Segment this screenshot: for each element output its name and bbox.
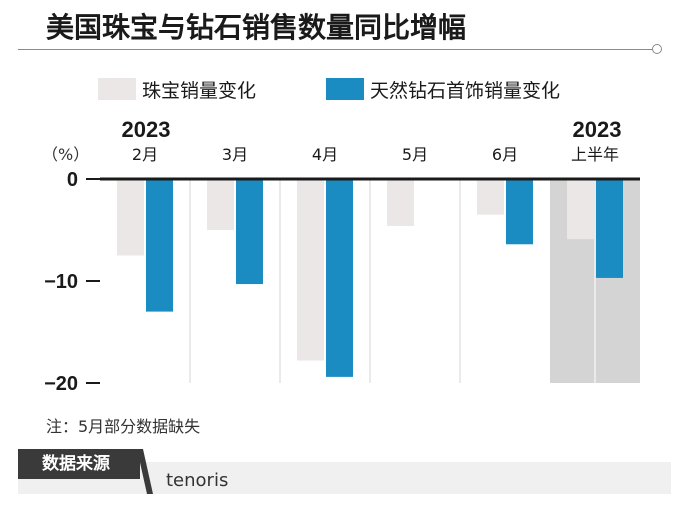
category-label: 5月 (402, 145, 428, 164)
bar-series1 (297, 179, 324, 361)
category-label: 3月 (222, 145, 248, 164)
legend-label-series1: 珠宝销量变化 (142, 79, 257, 102)
category-label: 4月 (312, 145, 338, 164)
year-label-left: 2023 (122, 117, 171, 142)
bar-series2 (236, 179, 263, 285)
source-label: 数据来源 (18, 449, 140, 479)
unit-label: （%） (42, 145, 89, 164)
bar-series2 (326, 179, 353, 377)
legend-label-series2: 天然钻石首饰销量变化 (370, 79, 561, 102)
bar-series1 (207, 179, 234, 230)
y-tick-label: 0 (67, 169, 78, 191)
bar-series1 (387, 179, 414, 226)
chart-title: 美国珠宝与钻石销售数量同比增幅 (46, 11, 467, 44)
year-label-right: 2023 (573, 117, 622, 142)
bar-series2 (146, 179, 173, 312)
y-tick-label: −20 (44, 373, 78, 395)
category-label: 2月 (132, 145, 158, 164)
legend-item-series1: 珠宝销量变化 (98, 77, 257, 102)
legend-item-series2: 天然钻石首饰销量变化 (326, 77, 561, 102)
bar-series2 (596, 179, 623, 278)
bar-series1 (477, 179, 504, 215)
bar-series1 (117, 179, 144, 256)
source-value: tenoris (166, 470, 229, 491)
title-rule-end-dot (652, 44, 662, 54)
source-divider (137, 449, 153, 494)
footnote: 注：5月部分数据缺失 (46, 417, 201, 436)
category-label: 6月 (492, 145, 518, 164)
legend-swatch-series2 (326, 78, 364, 100)
bar-series1 (567, 179, 594, 240)
category-label: 上半年 (571, 145, 619, 164)
legend-swatch-series1 (98, 78, 136, 100)
title-rule (18, 49, 658, 50)
bar-series2 (506, 179, 533, 245)
y-tick-label: −10 (44, 271, 78, 293)
